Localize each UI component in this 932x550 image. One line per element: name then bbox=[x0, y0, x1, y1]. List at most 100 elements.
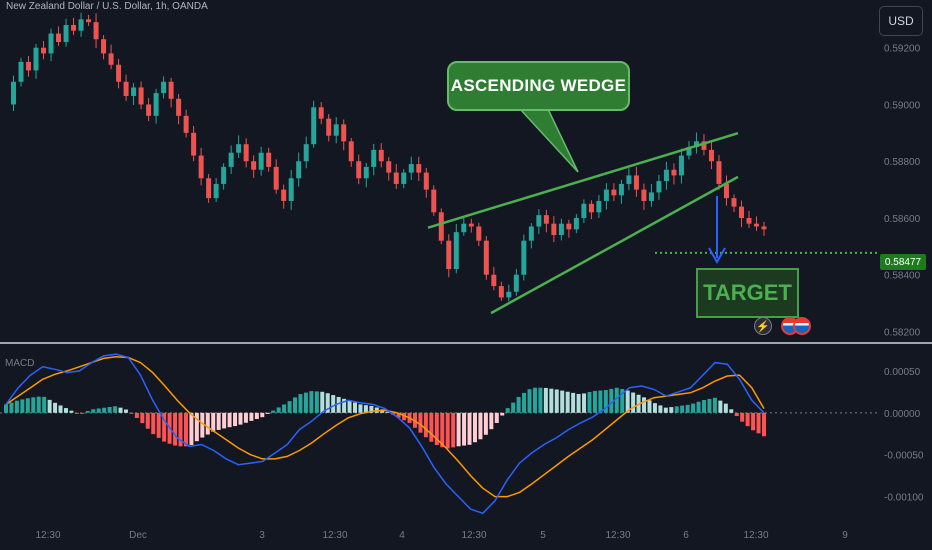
candle-body bbox=[746, 217, 752, 224]
candle-body bbox=[626, 175, 632, 184]
macd-histogram-bar bbox=[25, 398, 30, 413]
macd-histogram-bar bbox=[429, 412, 434, 442]
pattern-callout: ASCENDING WEDGE bbox=[447, 61, 630, 111]
macd-histogram-bar bbox=[227, 412, 232, 428]
macd-histogram-bar bbox=[549, 388, 554, 413]
candle-body bbox=[311, 107, 317, 145]
wedge-lower-line bbox=[490, 175, 739, 315]
candle-body bbox=[131, 87, 137, 96]
macd-histogram-bar bbox=[129, 412, 134, 414]
macd-label: MACD bbox=[5, 358, 35, 369]
candle-body bbox=[491, 274, 497, 287]
candle-body bbox=[693, 141, 699, 148]
macd-histogram-bar bbox=[363, 405, 368, 413]
candle-body bbox=[356, 161, 362, 179]
macd-histogram-bar bbox=[663, 407, 668, 413]
candle-body bbox=[191, 132, 197, 156]
candle-body bbox=[258, 152, 264, 170]
candle-body bbox=[153, 93, 159, 116]
x-tick-label: 12:30 bbox=[322, 530, 347, 541]
candle-body bbox=[573, 217, 579, 230]
macd-histogram-bar bbox=[107, 406, 112, 413]
macd-histogram-bar bbox=[647, 400, 652, 413]
macd-histogram-bar bbox=[718, 400, 723, 413]
macd-histogram-bar bbox=[31, 397, 36, 413]
candle-body bbox=[731, 198, 737, 207]
candle-body bbox=[116, 64, 122, 82]
x-tick-label: 3 bbox=[259, 530, 265, 541]
macd-histogram-bar bbox=[456, 412, 461, 447]
macd-histogram-bar bbox=[565, 391, 570, 413]
candle-body bbox=[461, 223, 467, 233]
target-box: TARGET bbox=[696, 268, 799, 318]
macd-histogram-bar bbox=[587, 391, 592, 413]
candle-body bbox=[603, 189, 609, 201]
macd-histogram-bar bbox=[467, 412, 472, 445]
macd-histogram-bar bbox=[183, 412, 188, 447]
candle-body bbox=[138, 87, 144, 105]
macd-histogram-bar bbox=[325, 393, 330, 413]
macd-histogram-bar bbox=[91, 409, 96, 413]
x-tick-label: 12:30 bbox=[35, 530, 60, 541]
macd-histogram-bar bbox=[762, 412, 766, 437]
currency-button[interactable]: USD bbox=[879, 6, 923, 36]
macd-histogram-bar bbox=[500, 412, 505, 416]
macd-histogram-bar bbox=[314, 391, 319, 413]
macd-histogram-bar bbox=[418, 412, 423, 433]
candle-body bbox=[656, 181, 662, 193]
candle-body bbox=[348, 141, 354, 162]
macd-histogram-bar bbox=[423, 412, 428, 438]
macd-histogram-bar bbox=[489, 412, 494, 430]
macd-histogram-bar bbox=[751, 412, 756, 431]
macd-histogram-bar bbox=[162, 412, 167, 442]
us-flag-icon-2[interactable] bbox=[793, 317, 811, 335]
candle-body bbox=[161, 81, 167, 94]
candle-body bbox=[243, 144, 249, 162]
macd-histogram-bar bbox=[74, 412, 79, 414]
candle-body bbox=[498, 286, 504, 298]
macd-histogram-bar bbox=[151, 412, 156, 435]
macd-histogram-bar bbox=[652, 403, 657, 413]
macd-histogram-bar bbox=[560, 390, 565, 413]
macd-histogram-bar bbox=[396, 412, 401, 418]
macd-histogram-bar bbox=[614, 387, 619, 413]
macd-histogram-bar bbox=[238, 412, 243, 425]
candle-body bbox=[288, 178, 294, 201]
macd-histogram-bar bbox=[691, 403, 696, 413]
candle-body bbox=[438, 212, 444, 241]
candle-body bbox=[416, 164, 422, 173]
price-tick-label: 0.59200 bbox=[884, 44, 921, 55]
candle-body bbox=[543, 215, 549, 224]
macd-histogram-bar bbox=[740, 412, 745, 422]
macd-histogram-bar bbox=[603, 390, 608, 413]
macd-histogram-bar bbox=[69, 410, 74, 413]
candle-body bbox=[386, 161, 392, 173]
candle-body bbox=[78, 19, 84, 31]
candle-body bbox=[93, 22, 99, 40]
macd-histogram-bar bbox=[462, 412, 467, 446]
macd-histogram-bar bbox=[303, 392, 308, 413]
macd-histogram-bar bbox=[669, 407, 674, 413]
macd-histogram-bar bbox=[211, 412, 216, 432]
candle-body bbox=[716, 161, 722, 184]
macd-histogram-bar bbox=[756, 412, 761, 434]
macd-histogram-bar bbox=[516, 396, 521, 413]
candle-body bbox=[56, 33, 62, 43]
candle-body bbox=[333, 124, 339, 136]
candle-body bbox=[738, 206, 744, 218]
lightning-icon[interactable]: ⚡ bbox=[754, 317, 772, 335]
price-tick-label: 0.58200 bbox=[884, 327, 921, 338]
candle-body bbox=[611, 189, 617, 196]
price-tick-label: 0.59000 bbox=[884, 100, 921, 111]
macd-histogram-bar bbox=[287, 401, 292, 413]
x-tick-label: 12:30 bbox=[743, 530, 768, 541]
macd-histogram-bar bbox=[276, 407, 281, 413]
macd-histogram-bar bbox=[134, 412, 139, 418]
candle-body bbox=[266, 152, 272, 167]
macd-histogram-bar bbox=[96, 408, 101, 413]
macd-histogram-bar bbox=[478, 412, 483, 440]
macd-histogram-bar bbox=[320, 391, 325, 413]
candle-body bbox=[686, 147, 692, 156]
macd-histogram-bar bbox=[609, 388, 614, 413]
